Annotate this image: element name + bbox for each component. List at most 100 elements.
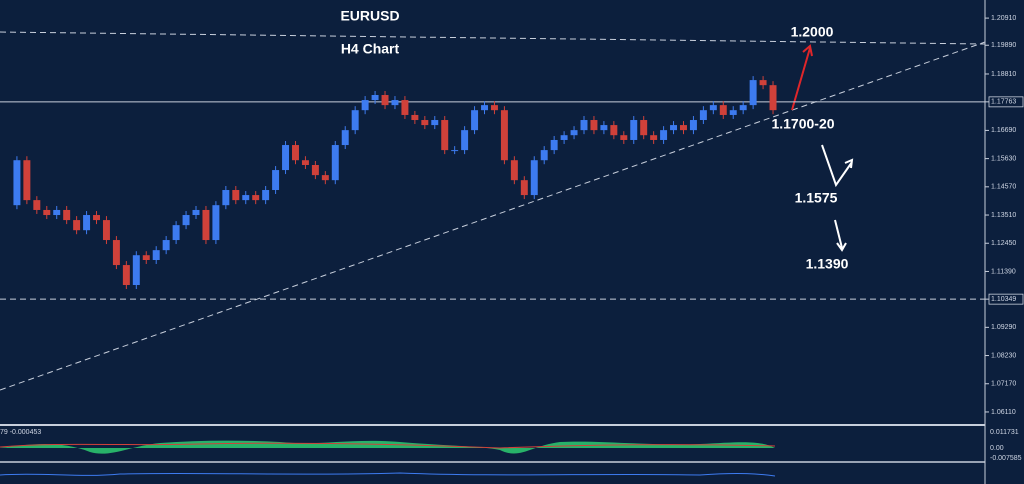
y-tick-label: 1.15630 xyxy=(991,155,1016,162)
candle-body xyxy=(670,125,678,131)
candle-body xyxy=(122,265,130,286)
candle-body xyxy=(510,160,518,181)
y-tick-label: 1.20910 xyxy=(991,15,1016,22)
candle-body xyxy=(222,190,230,206)
indicator-tick: -0.007585 xyxy=(990,455,1022,462)
candle-body xyxy=(212,205,220,241)
candle-body xyxy=(23,160,31,201)
candle-body xyxy=(172,225,180,241)
y-tick-label: 1.18810 xyxy=(991,71,1016,78)
y-tick-label: 1.14570 xyxy=(991,184,1016,191)
y-tick-label: 1.09290 xyxy=(991,324,1016,331)
y-tick-label: 1.13510 xyxy=(991,212,1016,219)
price-box xyxy=(988,96,1024,108)
candle-body xyxy=(421,120,429,126)
candle-body xyxy=(680,125,687,131)
candle-body xyxy=(262,190,270,201)
annotation: 1.2000 xyxy=(791,24,834,40)
indicator-tick: 0.00 xyxy=(990,445,1004,452)
candle-body xyxy=(93,215,100,221)
y-tick-label: 1.16690 xyxy=(991,127,1016,134)
candle-body xyxy=(650,135,658,140)
y-tick-label: 1.11390 xyxy=(991,268,1016,275)
candle-body xyxy=(570,130,578,136)
candle-body xyxy=(699,110,707,121)
candle-body xyxy=(202,209,210,241)
candle-body xyxy=(43,209,51,216)
arrows xyxy=(791,44,854,252)
candle-body xyxy=(391,100,399,106)
arrow-zigzag xyxy=(821,144,854,188)
y-tick-label: 1.19890 xyxy=(991,42,1016,49)
candle-body xyxy=(361,100,369,111)
candle-body xyxy=(580,120,588,131)
chart-title: EURUSD xyxy=(340,8,399,24)
candle-body xyxy=(252,195,260,201)
candle-body xyxy=(769,85,777,111)
y-tick-label: 1.17763 xyxy=(991,99,1016,106)
candle-body xyxy=(451,150,459,152)
candle-body xyxy=(292,145,299,161)
annotation: 1.1575 xyxy=(795,190,838,206)
candle-body xyxy=(461,130,469,151)
indicator-header: 79 -0.000453 xyxy=(0,429,41,436)
candle-body xyxy=(689,120,697,131)
candle-body xyxy=(53,209,61,216)
candle-body xyxy=(112,240,120,266)
candle-body xyxy=(192,209,200,216)
candle-body xyxy=(351,110,359,131)
candle-body xyxy=(759,80,767,86)
candle-body xyxy=(441,120,449,151)
candle-body xyxy=(550,139,558,151)
candle-body xyxy=(411,114,419,121)
candle-body xyxy=(132,255,140,286)
candle-body xyxy=(719,105,727,115)
candle-body xyxy=(102,220,110,241)
candle-body xyxy=(471,110,479,131)
candle-body xyxy=(13,160,21,206)
candle-body xyxy=(371,95,379,101)
candle-body xyxy=(321,175,329,181)
trendline xyxy=(0,41,986,391)
candle-body xyxy=(600,125,608,131)
rsi-line xyxy=(0,472,776,477)
candle-body xyxy=(341,130,349,146)
y-tick-label: 1.07170 xyxy=(991,381,1016,388)
candle-body xyxy=(490,105,498,111)
candle-body xyxy=(530,160,538,196)
y-tick-label: 1.08230 xyxy=(991,352,1016,359)
candle-body xyxy=(709,105,717,111)
candle-body xyxy=(311,164,319,176)
annotation: 1.1700-20 xyxy=(771,116,834,132)
candle-body xyxy=(33,200,41,210)
candle-body xyxy=(739,105,747,111)
candle-body xyxy=(232,190,240,201)
candle-body xyxy=(242,195,250,201)
annotation: 1.1390 xyxy=(806,256,849,272)
arrow-up xyxy=(791,44,813,111)
candle-body xyxy=(401,100,409,115)
trendline xyxy=(0,31,986,45)
candle-body xyxy=(540,150,548,161)
candle-body xyxy=(590,120,598,131)
candle-body xyxy=(620,135,628,140)
candle-body xyxy=(142,255,150,261)
arrow-down xyxy=(834,219,847,252)
candle-body xyxy=(331,145,339,181)
candle-body xyxy=(73,220,81,231)
candle-body xyxy=(630,120,638,140)
candle-body xyxy=(610,125,618,136)
candle-body xyxy=(301,160,309,165)
candle-body xyxy=(500,110,508,161)
candle-body xyxy=(83,215,91,231)
candle-body xyxy=(640,120,648,136)
candle-body xyxy=(481,105,488,111)
candle-body xyxy=(381,95,389,106)
chart-subtitle: H4 Chart xyxy=(341,41,400,57)
candle-body xyxy=(729,110,737,115)
candle-body xyxy=(560,135,568,140)
y-tick-label: 1.06110 xyxy=(991,409,1016,416)
price-box xyxy=(988,293,1024,305)
